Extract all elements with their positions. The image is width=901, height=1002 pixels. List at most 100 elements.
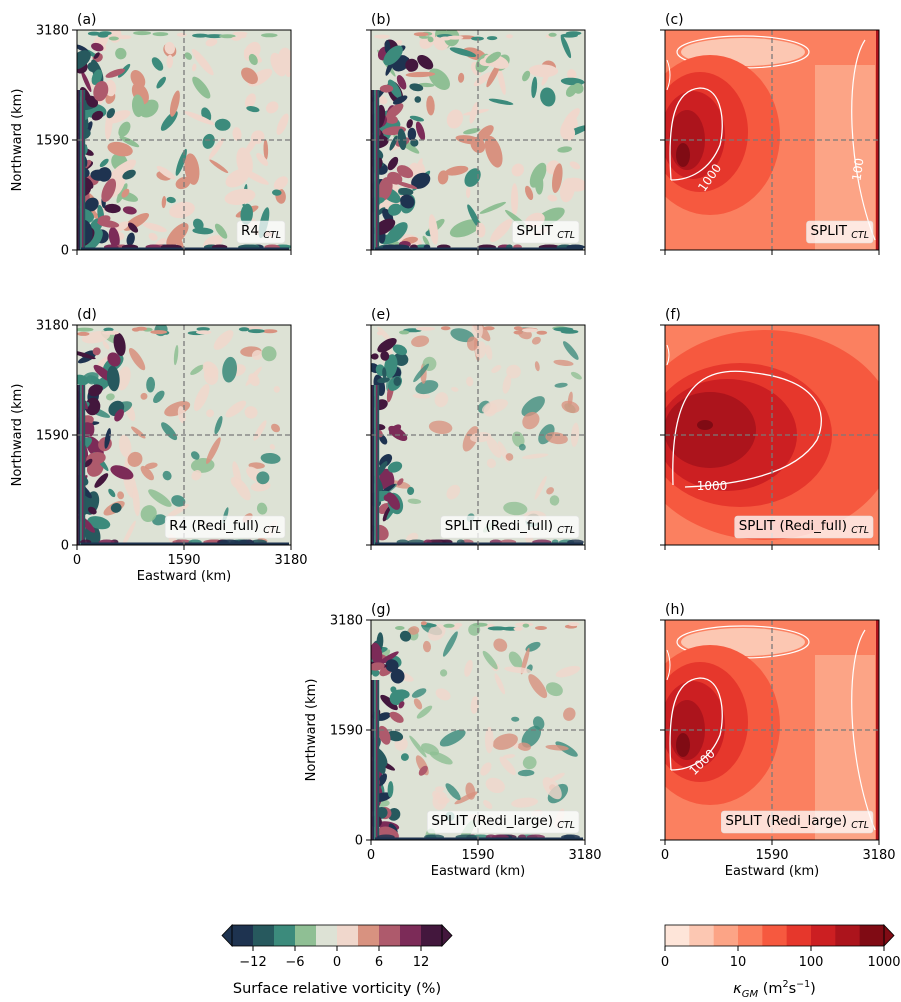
run-label-main: SPLIT (Redi_full) — [739, 518, 852, 534]
colorbar-swatch — [665, 925, 690, 946]
colorbar-swatch — [316, 925, 338, 946]
colorbar-extend-min — [221, 924, 233, 947]
panel-tag: (b) — [371, 12, 391, 28]
colorbar-tick-label: 10 — [730, 955, 747, 970]
panel-tag: (d) — [77, 307, 97, 323]
colorbar-tick-label: 0 — [333, 955, 341, 970]
svg-text:R4 (Redi_full) CTL: R4 (Redi_full) CTL — [169, 518, 281, 536]
panel-tag: (c) — [665, 12, 684, 28]
colorbar-label: κGM (m2s−1) — [733, 979, 816, 1000]
y-tick-label: 3180 — [36, 319, 69, 334]
colorbar-tick-label: 1000 — [867, 955, 900, 970]
colorbar-swatch — [786, 925, 812, 946]
panel-f: 1000 SPLIT (Redi_full) CTL (f) — [660, 307, 880, 550]
colorbar-tick-label: 12 — [413, 955, 430, 970]
panel-a: R4 CTL (a) 0 1590 3180 Northward (km) — [10, 12, 292, 259]
colorbar-swatch — [738, 925, 763, 946]
run-label: R4 (Redi_full) CTL — [164, 515, 286, 539]
colorbar-swatch — [689, 925, 715, 946]
run-label-main: R4 (Redi_full) — [169, 518, 263, 534]
run-label: SPLIT (Redi_full) CTL — [734, 515, 874, 539]
colorbar-swatch — [400, 925, 422, 946]
run-label: SPLIT CTL — [806, 220, 874, 244]
vorticity-field — [371, 325, 584, 545]
colorbar-extend-max — [883, 924, 895, 947]
svg-text:SPLIT (Redi_full) CTL: SPLIT (Redi_full) CTL — [739, 518, 869, 536]
y-tick-label: 1590 — [36, 429, 69, 444]
run-label: R4 CTL — [236, 220, 286, 244]
colorbar-swatch — [859, 925, 885, 946]
svg-text:SPLIT (Redi_large) CTL: SPLIT (Redi_large) CTL — [431, 813, 575, 831]
svg-text:SPLIT (Redi_large) CTL: SPLIT (Redi_large) CTL — [725, 813, 869, 831]
y-axis-label: Northward (km) — [304, 679, 319, 782]
contour-label: 1000 — [697, 479, 728, 493]
colorbar-swatch — [253, 925, 275, 946]
panel-tag: (g) — [371, 602, 391, 618]
panel-e: SPLIT (Redi_full) CTL (e) — [366, 307, 586, 550]
panel-b: SPLIT CTL (b) — [366, 12, 586, 255]
svg-text:SPLIT (Redi_full) CTL: SPLIT (Redi_full) CTL — [445, 518, 575, 536]
colorbar-swatch — [811, 925, 836, 946]
run-label-subscript: CTL — [263, 525, 281, 536]
x-axis-label: Eastward (km) — [137, 569, 232, 584]
panel-tag: (a) — [77, 12, 97, 28]
run-label: SPLIT CTL — [512, 220, 580, 244]
y-axis-label: Northward (km) — [10, 384, 25, 487]
contour-label: 100 — [850, 157, 867, 182]
y-tick-label: 0 — [355, 834, 363, 849]
vorticity-field — [77, 325, 289, 545]
x-tick-label: 0 — [73, 553, 81, 568]
x-tick-label: 0 — [661, 848, 669, 863]
x-tick-label: 3180 — [862, 848, 895, 863]
run-label-subscript: CTL — [851, 525, 869, 536]
x-tick-label: 1590 — [755, 848, 788, 863]
panel-tag: (e) — [371, 307, 391, 323]
x-tick-label: 3180 — [274, 553, 307, 568]
colorbar-swatch — [337, 925, 359, 946]
run-label-main: SPLIT (Redi_large) — [431, 813, 557, 829]
colorbar-tick-label: −6 — [285, 955, 304, 970]
run-label: SPLIT (Redi_large) CTL — [721, 810, 874, 834]
run-label-main: SPLIT — [517, 223, 558, 239]
vorticity-field — [371, 621, 583, 840]
colorbar-swatch — [295, 925, 317, 946]
colorbar-tick-label: 6 — [375, 955, 383, 970]
y-tick-label: 3180 — [330, 614, 363, 629]
x-tick-label: 0 — [367, 848, 375, 863]
run-label-main: SPLIT (Redi_large) — [725, 813, 851, 829]
run-label: SPLIT (Redi_large) CTL — [427, 810, 580, 834]
colorbar-swatch — [358, 925, 380, 946]
x-axis-label: Eastward (km) — [725, 864, 820, 879]
y-tick-label: 3180 — [36, 24, 69, 39]
run-label-subscript: CTL — [557, 525, 575, 536]
colorbar-swatch — [274, 925, 296, 946]
y-tick-label: 1590 — [36, 134, 69, 149]
colorbar-swatch — [232, 925, 254, 946]
y-tick-label: 1590 — [330, 724, 363, 739]
colorbar-extend-max — [441, 924, 453, 947]
run-label-subscript: CTL — [263, 230, 281, 241]
x-tick-label: 1590 — [167, 553, 200, 568]
panel-d: R4 (Redi_full) CTL (d) 00 1590 1590 3180 3180 N… — [10, 307, 308, 584]
colorbar-swatch — [379, 925, 401, 946]
y-tick-label: 0 — [61, 244, 69, 259]
y-axis-label: Northward (km) — [10, 89, 25, 192]
run-label-main: SPLIT — [811, 223, 852, 239]
svg-text:R4 CTL: R4 CTL — [241, 223, 281, 241]
colorbar-tick-label: 0 — [661, 955, 669, 970]
x-tick-label: 1590 — [461, 848, 494, 863]
colorbar-swatch — [421, 925, 443, 946]
panel-g: SPLIT (Redi_large) CTL (g) 00 1590 1590 3180 3… — [304, 602, 602, 879]
colorbar-swatch — [713, 925, 739, 946]
vorticity-colorbar: −12 −6 0 6 12 Surface relative vorticity (%) — [221, 924, 453, 997]
run-label-subscript: CTL — [557, 820, 575, 831]
run-label: SPLIT (Redi_full) CTL — [440, 515, 580, 539]
run-label-main: R4 — [241, 223, 263, 239]
run-label-subscript: CTL — [851, 230, 869, 241]
colorbar-tick-label: 100 — [799, 955, 824, 970]
x-axis-label: Eastward (km) — [431, 864, 526, 879]
run-label-main: SPLIT (Redi_full) — [445, 518, 558, 534]
